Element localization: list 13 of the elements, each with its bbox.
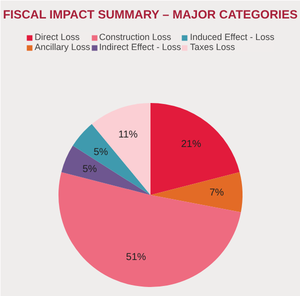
legend-label: Construction Loss [99,32,172,42]
chart-title: FISCAL IMPACT SUMMARY – MAJOR CATEGORIES [2,8,298,22]
data-label: 7% [210,187,224,198]
legend-label: Taxes Loss [190,42,236,52]
legend-label: Indirect Effect - Loss [99,42,182,52]
data-label: 11% [118,129,138,140]
data-label: 5% [82,164,98,176]
data-label: 5% [94,147,108,158]
legend-label: Direct Loss [34,32,80,42]
data-label: 21% [181,139,202,150]
legend-label: Ancillary Loss [34,42,90,52]
legend-label: Induced Effect - Loss [190,32,274,42]
data-label: 51% [126,252,146,263]
